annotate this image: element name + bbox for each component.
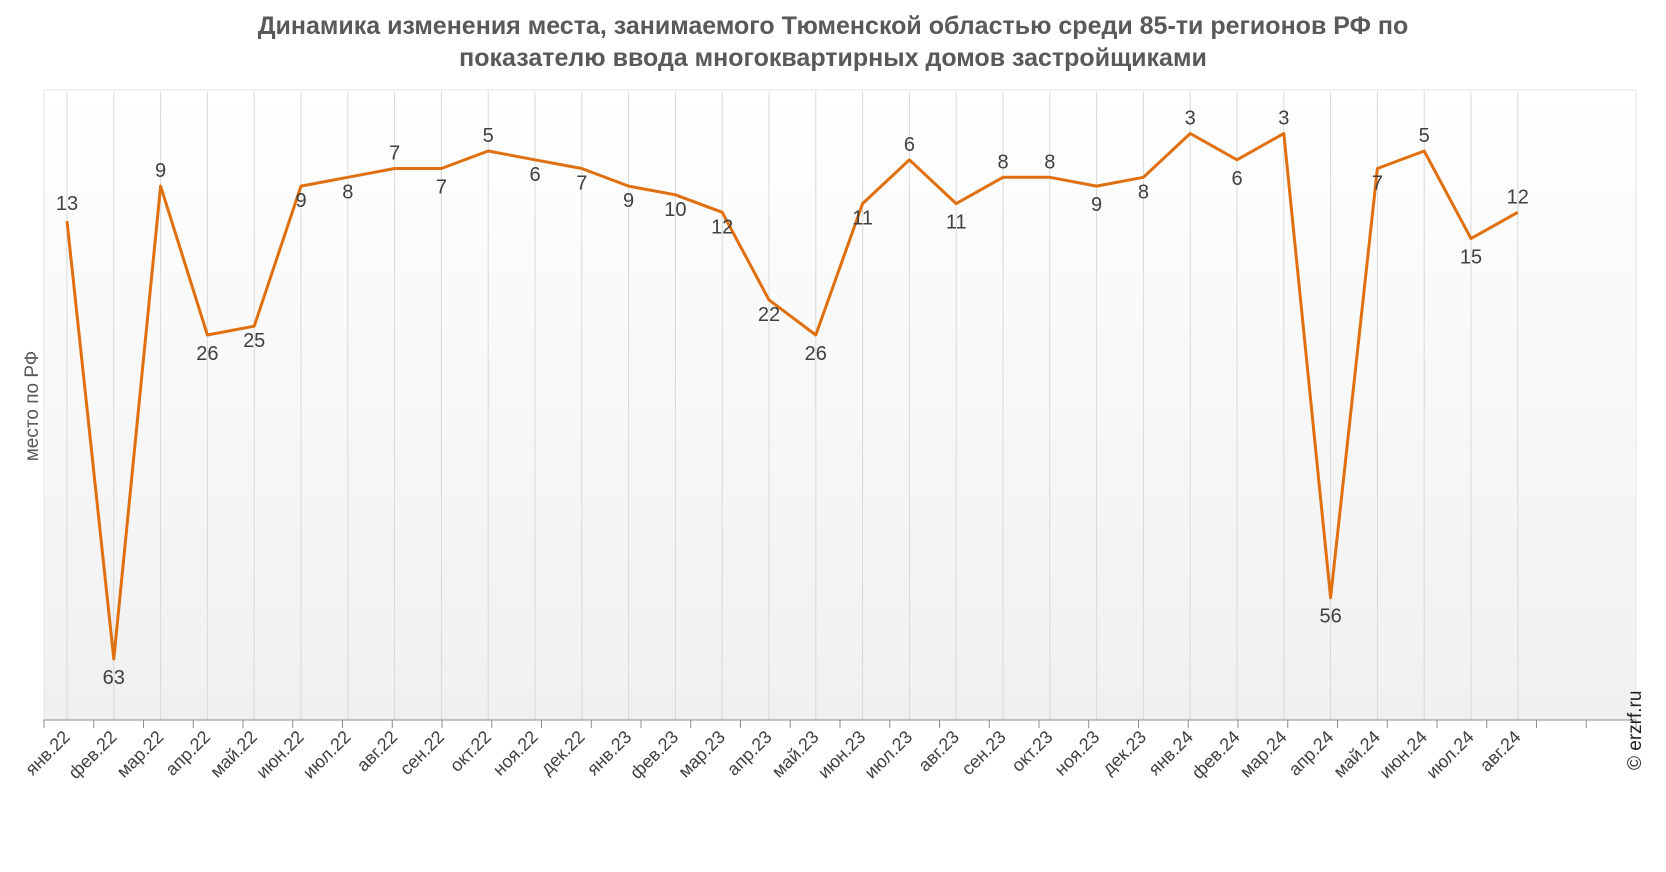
data-label: 6: [1231, 168, 1242, 190]
data-label: 56: [1319, 606, 1341, 628]
x-tick-label: окт.22: [446, 727, 495, 776]
data-label: 7: [436, 177, 447, 199]
chart-title: Динамика изменения места, занимаемого Тю…: [0, 10, 1666, 74]
x-tick-label: ноя.23: [1051, 727, 1104, 780]
x-tick-label: апр.24: [1285, 727, 1338, 780]
data-label: 6: [529, 164, 540, 186]
data-label: 7: [1372, 173, 1383, 195]
data-label: 10: [664, 199, 686, 221]
chart-title-line-1: Динамика изменения места, занимаемого Тю…: [257, 12, 1409, 40]
x-tick-label: дек.22: [537, 727, 589, 779]
x-tick-label: сен.23: [958, 727, 1010, 779]
plot-area: [43, 89, 1637, 721]
data-label: 3: [1278, 108, 1289, 130]
x-tick-label: сен.22: [396, 727, 448, 779]
y-axis-title: место по РФ: [22, 351, 43, 462]
data-label: 5: [483, 125, 494, 147]
chart-title-line-2: показателю ввода многоквартирных домов з…: [459, 44, 1207, 72]
data-label: 9: [155, 160, 166, 182]
series-line: [65, 132, 1519, 661]
x-tick-label: мар.23: [674, 727, 729, 782]
x-tick-label: июн.22: [252, 727, 308, 783]
data-label: 9: [623, 190, 634, 212]
data-label: 13: [56, 193, 78, 215]
data-label: 12: [711, 216, 733, 238]
data-label: 9: [1091, 194, 1102, 216]
x-tick-label: фев.22: [64, 727, 120, 783]
x-tick-label: апр.23: [723, 727, 776, 780]
data-label: 26: [196, 343, 218, 365]
data-label: 7: [576, 173, 587, 195]
x-tick-label: июл.24: [1422, 727, 1478, 783]
x-tick-label: окт.23: [1008, 727, 1057, 776]
x-tick-label: май.22: [206, 727, 261, 782]
data-label: 8: [1044, 151, 1055, 173]
x-tick-label: дек.23: [1098, 727, 1150, 779]
data-label: 11: [946, 212, 967, 234]
data-label: 12: [1507, 186, 1529, 208]
data-label: 22: [758, 304, 780, 326]
x-tick-label: апр.22: [161, 727, 214, 780]
x-tick-label: фев.23: [626, 727, 682, 783]
x-tick-label: июл.22: [299, 727, 355, 783]
x-tick-label: июл.23: [861, 727, 917, 783]
data-label: 5: [1419, 125, 1430, 147]
grid-lines: [66, 92, 1519, 720]
watermark: © erzrf.ru: [1625, 690, 1646, 770]
x-tick-label: май.24: [1329, 727, 1384, 782]
data-label: 9: [295, 190, 306, 212]
x-tick-label: мар.24: [1236, 727, 1291, 782]
data-label: 15: [1460, 247, 1482, 269]
data-label: 26: [805, 343, 827, 365]
data-label: 8: [1138, 181, 1149, 203]
x-tick-label: авг.24: [1476, 727, 1525, 776]
x-tick-label: фев.24: [1188, 727, 1244, 783]
x-tick-label: авг.23: [914, 727, 963, 776]
x-tick-label: июн.24: [1375, 727, 1431, 783]
x-axis-ticks: [43, 720, 1637, 728]
x-tick-label: мар.22: [113, 727, 168, 782]
data-label: 6: [904, 134, 915, 156]
x-tick-label: июн.23: [814, 727, 870, 783]
data-label: 8: [342, 181, 353, 203]
data-label: 25: [243, 330, 265, 352]
data-label: 7: [389, 143, 400, 165]
data-label: 63: [103, 667, 125, 689]
x-tick-label: май.23: [768, 727, 823, 782]
x-axis-labels: янв.22фев.22мар.22апр.22май.22июн.22июл.…: [21, 727, 1524, 783]
data-label: 11: [852, 208, 873, 230]
x-tick-label: авг.22: [353, 727, 402, 776]
x-tick-label: ноя.22: [489, 727, 542, 780]
data-label: 3: [1185, 108, 1196, 130]
data-label: 8: [997, 151, 1008, 173]
